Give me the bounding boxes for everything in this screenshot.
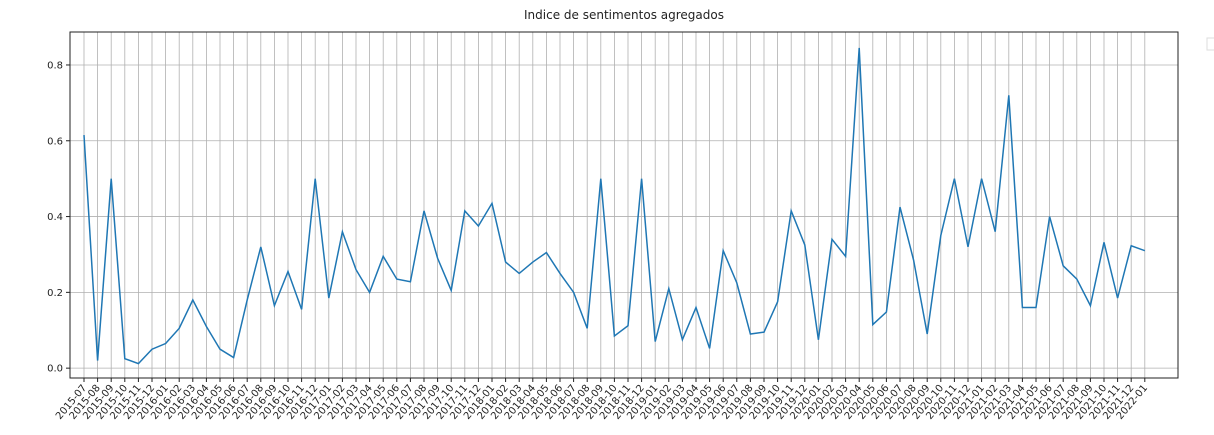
plot-frame: [69, 31, 1179, 379]
series-line: [83, 47, 1146, 365]
y-tick-label: 0.2: [47, 288, 63, 299]
y-tick-label: 0.6: [47, 136, 63, 147]
legend-box: [1206, 37, 1214, 51]
chart-title: Indice de sentimentos agregados: [524, 8, 724, 22]
y-tick-label: 0.8: [47, 60, 63, 71]
y-tick-label: 0.0: [47, 364, 63, 375]
y-tick-label: 0.4: [47, 212, 63, 223]
